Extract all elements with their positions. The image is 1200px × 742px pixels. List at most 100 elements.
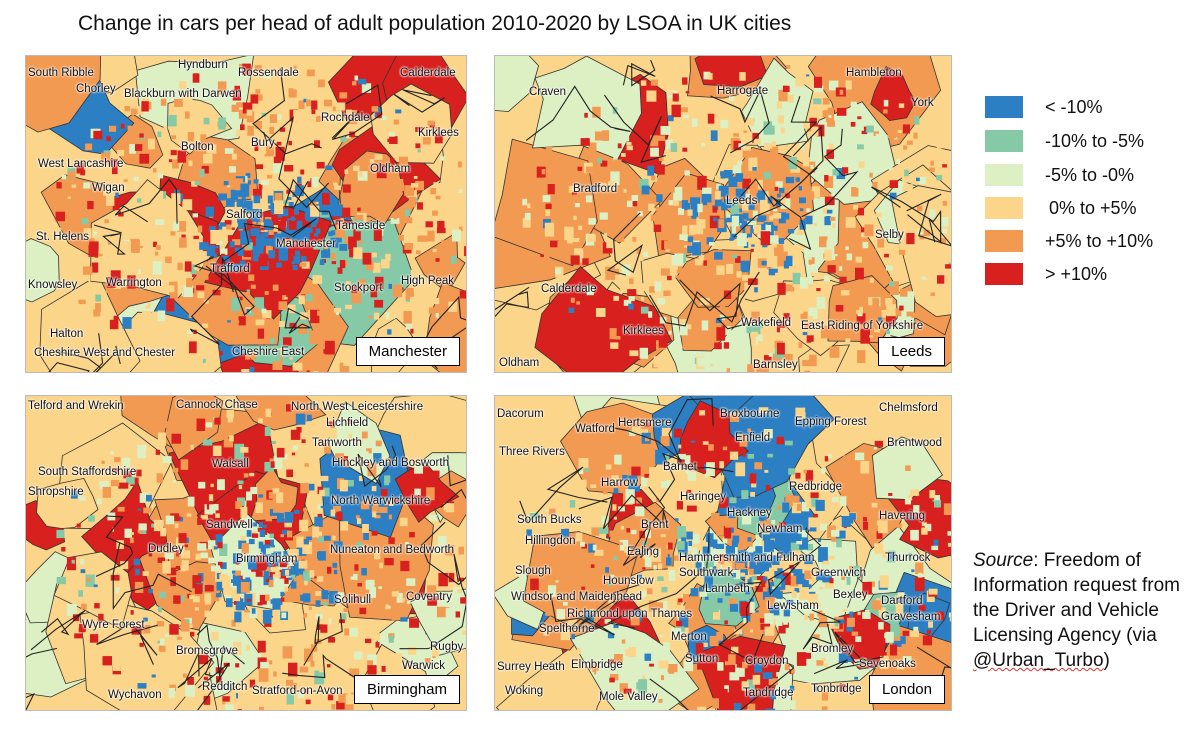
lsoa-area	[745, 226, 751, 234]
lsoa-area	[724, 620, 728, 625]
lsoa-area	[241, 369, 250, 372]
lsoa-area	[415, 250, 421, 255]
source-handle[interactable]: @Urban_Turbo	[973, 650, 1104, 671]
lsoa-area	[396, 148, 406, 157]
lsoa-area	[842, 605, 848, 610]
lsoa-area	[678, 444, 682, 449]
lsoa-area	[822, 575, 832, 583]
lsoa-area	[280, 118, 289, 126]
lsoa-area	[245, 355, 251, 360]
lsoa-area	[723, 342, 730, 349]
lsoa-area	[438, 595, 443, 601]
place-label: Chelmsford	[879, 402, 938, 414]
district-area	[694, 56, 769, 88]
lsoa-area	[668, 115, 674, 122]
lsoa-area	[257, 640, 266, 653]
lsoa-area	[605, 266, 615, 280]
lsoa-area	[274, 192, 283, 204]
lsoa-area	[714, 198, 723, 207]
lsoa-area	[681, 107, 688, 113]
lsoa-area	[427, 585, 437, 595]
lsoa-area	[157, 432, 166, 446]
lsoa-area	[552, 231, 559, 240]
lsoa-area	[331, 304, 335, 309]
lsoa-area	[192, 575, 202, 589]
lsoa-area	[923, 229, 930, 236]
lsoa-area	[880, 655, 889, 669]
lsoa-area	[909, 630, 919, 638]
lsoa-area	[592, 593, 601, 602]
lsoa-area	[625, 635, 632, 644]
lsoa-area	[682, 114, 689, 119]
lsoa-area	[326, 312, 333, 322]
lsoa-area	[596, 670, 603, 678]
lsoa-area	[855, 256, 862, 263]
lsoa-area	[173, 221, 180, 231]
lsoa-area	[814, 76, 822, 88]
lsoa-area	[115, 587, 120, 594]
lsoa-area	[104, 543, 111, 552]
lsoa-area	[438, 535, 447, 549]
lsoa-area	[755, 610, 759, 613]
lsoa-area	[642, 675, 646, 681]
lsoa-area	[826, 240, 836, 253]
legend-label: -10% to -5%	[1045, 131, 1145, 151]
lsoa-area	[173, 595, 181, 604]
district-boundary	[112, 542, 192, 611]
lsoa-area	[690, 588, 699, 597]
lsoa-area	[290, 581, 297, 589]
lsoa-area	[367, 462, 377, 477]
lsoa-area	[137, 198, 142, 203]
lsoa-area	[831, 536, 839, 542]
lsoa-area	[629, 432, 636, 436]
lsoa-area	[899, 305, 904, 311]
lsoa-area	[204, 273, 209, 280]
lsoa-area	[336, 701, 345, 710]
lsoa-area	[312, 526, 320, 538]
lsoa-area	[782, 85, 790, 92]
lsoa-area	[702, 199, 708, 206]
lsoa-area	[745, 590, 750, 595]
lsoa-area	[793, 533, 802, 541]
lsoa-area	[348, 236, 357, 250]
lsoa-area	[902, 630, 910, 636]
lsoa-area	[928, 501, 934, 508]
lsoa-area	[110, 270, 121, 286]
lsoa-area	[352, 463, 357, 467]
lsoa-area	[168, 115, 177, 127]
legend-label: > +10%	[1045, 264, 1108, 284]
lsoa-area	[389, 310, 395, 319]
lsoa-area	[836, 530, 846, 539]
lsoa-area	[430, 188, 437, 195]
lsoa-area	[578, 458, 589, 469]
lsoa-area	[187, 329, 194, 335]
lsoa-area	[574, 203, 580, 208]
lsoa-area	[817, 603, 821, 608]
lsoa-area	[922, 635, 933, 646]
lsoa-area	[264, 145, 274, 157]
lsoa-area	[673, 200, 679, 206]
lsoa-area	[413, 176, 418, 179]
district-boundary	[26, 647, 58, 710]
lsoa-area	[388, 537, 395, 544]
lsoa-area	[329, 591, 338, 604]
lsoa-area	[784, 354, 793, 361]
lsoa-area	[257, 418, 263, 424]
place-label: West Lancashire	[38, 158, 124, 170]
lsoa-area	[613, 556, 618, 561]
lsoa-area	[458, 189, 463, 193]
lsoa-area	[661, 587, 668, 593]
lsoa-area	[929, 209, 936, 219]
lsoa-area	[330, 253, 336, 260]
lsoa-area	[786, 634, 791, 638]
lsoa-area	[250, 228, 260, 236]
lsoa-area	[579, 517, 587, 524]
lsoa-area	[903, 184, 913, 192]
lsoa-area	[67, 171, 76, 178]
lsoa-area	[78, 299, 86, 305]
lsoa-area	[580, 541, 585, 547]
lsoa-area	[805, 470, 814, 482]
lsoa-area	[288, 140, 292, 146]
lsoa-area	[697, 357, 707, 367]
lsoa-area	[310, 661, 315, 667]
